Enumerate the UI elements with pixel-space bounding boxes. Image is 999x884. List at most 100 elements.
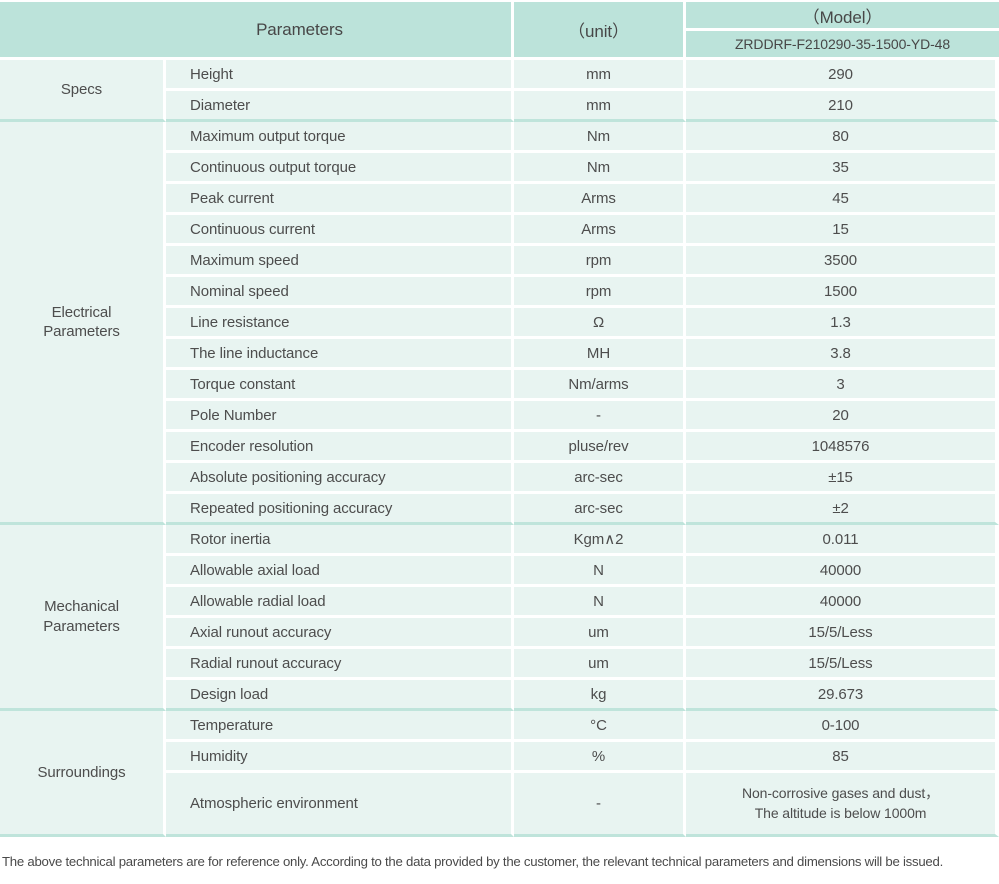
parameter-name-cell: Allowable radial load bbox=[166, 587, 514, 618]
table-row: Surroundings Temperature °C 0-100 bbox=[0, 711, 999, 837]
parameter-name-cell: Axial runout accuracy bbox=[166, 618, 514, 649]
spec-table-header: Parameters （unit） （Model） ZRDDRF-F210290… bbox=[0, 2, 999, 60]
footer-note: The above technical parameters are for r… bbox=[2, 854, 944, 869]
model-header: （Model） bbox=[686, 2, 999, 31]
table-row: Design load kg 29.673 bbox=[0, 680, 999, 711]
unit-cell: pluse/rev bbox=[514, 432, 686, 463]
value-cell: 3 bbox=[686, 370, 999, 401]
table-row: Electrical Parameters Maximum output torq… bbox=[0, 122, 999, 525]
parameter-name-cell: Height bbox=[166, 60, 514, 91]
section-label-mechanical-parameters: Mechanical Parameters bbox=[0, 525, 166, 711]
unit-cell: arc-sec bbox=[514, 494, 686, 525]
value-cell: 15/5/Less bbox=[686, 649, 999, 680]
value-cell: 45 bbox=[686, 184, 999, 215]
value-cell: ±2 bbox=[686, 494, 999, 525]
table-row: Continuous current Arms 15 bbox=[0, 215, 999, 246]
parameter-name-cell: Encoder resolution bbox=[166, 432, 514, 463]
unit-cell: mm bbox=[514, 91, 686, 122]
model-number: ZRDDRF-F210290-35-1500-YD-48 bbox=[686, 31, 999, 60]
parameters-header: Parameters bbox=[0, 2, 514, 60]
unit-cell: Kgm∧2 bbox=[514, 525, 686, 556]
unit-cell: Nm bbox=[514, 153, 686, 184]
section-label-surroundings: Surroundings bbox=[0, 711, 166, 837]
value-cell: 29.673 bbox=[686, 680, 999, 711]
section-label-specs: Specs bbox=[0, 60, 166, 122]
value-cell: 0-100 bbox=[686, 711, 999, 742]
table-row: Pole Number -20 bbox=[0, 401, 999, 432]
parameter-name-cell: Continuous output torque bbox=[166, 153, 514, 184]
unit-cell: N bbox=[514, 587, 686, 618]
unit-cell: Nm bbox=[514, 122, 686, 153]
table-row: Absolute positioning accuracy arc-sec ±15 bbox=[0, 463, 999, 494]
parameter-name-cell: Radial runout accuracy bbox=[166, 649, 514, 680]
unit-cell: - bbox=[514, 401, 686, 432]
section-label-electrical-parameters: Electrical Parameters bbox=[0, 122, 166, 525]
parameter-name-cell: Pole Number bbox=[166, 401, 514, 432]
unit-cell: % bbox=[514, 742, 686, 773]
unit-cell: kg bbox=[514, 680, 686, 711]
parameter-name-cell: Diameter bbox=[166, 91, 514, 122]
unit-cell: arc-sec bbox=[514, 463, 686, 494]
table-row: Torque constant Nm/arms 3 bbox=[0, 370, 999, 401]
parameter-name-cell: Temperature bbox=[166, 711, 514, 742]
value-cell: ±15 bbox=[686, 463, 999, 494]
value-cell: 3.8 bbox=[686, 339, 999, 370]
table-row: Radial runout accuracy um 15/5/Less bbox=[0, 649, 999, 680]
table-row: Atmospheric environment - Non-corrosive ga… bbox=[0, 773, 999, 837]
parameter-name-cell: Line resistance bbox=[166, 308, 514, 339]
table-row: Mechanical Parameters Rotor inertia Kgm∧2 0… bbox=[0, 525, 999, 711]
table-row: Axial runout accuracy um 15/5/Less bbox=[0, 618, 999, 649]
value-cell: 20 bbox=[686, 401, 999, 432]
unit-cell: - bbox=[514, 773, 686, 837]
unit-cell: N bbox=[514, 556, 686, 587]
value-cell: 1048576 bbox=[686, 432, 999, 463]
table-row: Line resistance Ω 1.3 bbox=[0, 308, 999, 339]
value-cell: 290 bbox=[686, 60, 999, 91]
unit-cell: Arms bbox=[514, 184, 686, 215]
parameter-name-cell: Torque constant bbox=[166, 370, 514, 401]
parameter-name-cell: Nominal speed bbox=[166, 277, 514, 308]
spec-table-body: Specs Height mm 290 Diameter mm 210 Electrical … bbox=[0, 60, 999, 837]
value-cell: 85 bbox=[686, 742, 999, 773]
value-cell: Non-corrosive gases and dust， The altitu… bbox=[686, 773, 999, 837]
value-cell: 40000 bbox=[686, 587, 999, 618]
table-row: Specs Height mm 290 bbox=[0, 60, 999, 122]
table-row: Allowable radial load N 40000 bbox=[0, 587, 999, 618]
parameter-name-cell: Maximum output torque bbox=[166, 122, 514, 153]
table-row: Diameter mm 210 bbox=[0, 91, 999, 122]
value-cell: 1.3 bbox=[686, 308, 999, 339]
unit-cell: um bbox=[514, 618, 686, 649]
parameter-name-cell: Absolute positioning accuracy bbox=[166, 463, 514, 494]
value-cell: 1500 bbox=[686, 277, 999, 308]
table-row: Maximum speed rpm 3500 bbox=[0, 246, 999, 277]
table-row: Repeated positioning accuracy arc-sec ±2 bbox=[0, 494, 999, 525]
value-cell: 80 bbox=[686, 122, 999, 153]
unit-cell: mm bbox=[514, 60, 686, 91]
spec-table: Parameters （unit） （Model） ZRDDRF-F210290… bbox=[0, 2, 999, 837]
value-cell: 3500 bbox=[686, 246, 999, 277]
value-cell: 15/5/Less bbox=[686, 618, 999, 649]
table-row: The line inductance MH 3.8 bbox=[0, 339, 999, 370]
unit-cell: °C bbox=[514, 711, 686, 742]
parameter-name-cell: Repeated positioning accuracy bbox=[166, 494, 514, 525]
parameter-name-cell: Design load bbox=[166, 680, 514, 711]
table-row: Allowable axial load N 40000 bbox=[0, 556, 999, 587]
value-cell: 15 bbox=[686, 215, 999, 246]
parameter-name-cell: Allowable axial load bbox=[166, 556, 514, 587]
unit-cell: Ω bbox=[514, 308, 686, 339]
parameter-name-cell: Atmospheric environment bbox=[166, 773, 514, 837]
parameter-name-cell: Continuous current bbox=[166, 215, 514, 246]
value-cell: 210 bbox=[686, 91, 999, 122]
parameter-name-cell: Peak current bbox=[166, 184, 514, 215]
unit-cell: Arms bbox=[514, 215, 686, 246]
value-cell: 35 bbox=[686, 153, 999, 184]
unit-cell: Nm/arms bbox=[514, 370, 686, 401]
value-cell: 40000 bbox=[686, 556, 999, 587]
parameter-name-cell: Rotor inertia bbox=[166, 525, 514, 556]
unit-cell: rpm bbox=[514, 246, 686, 277]
unit-cell: um bbox=[514, 649, 686, 680]
unit-cell: MH bbox=[514, 339, 686, 370]
parameter-name-cell: Humidity bbox=[166, 742, 514, 773]
parameter-name-cell: Maximum speed bbox=[166, 246, 514, 277]
